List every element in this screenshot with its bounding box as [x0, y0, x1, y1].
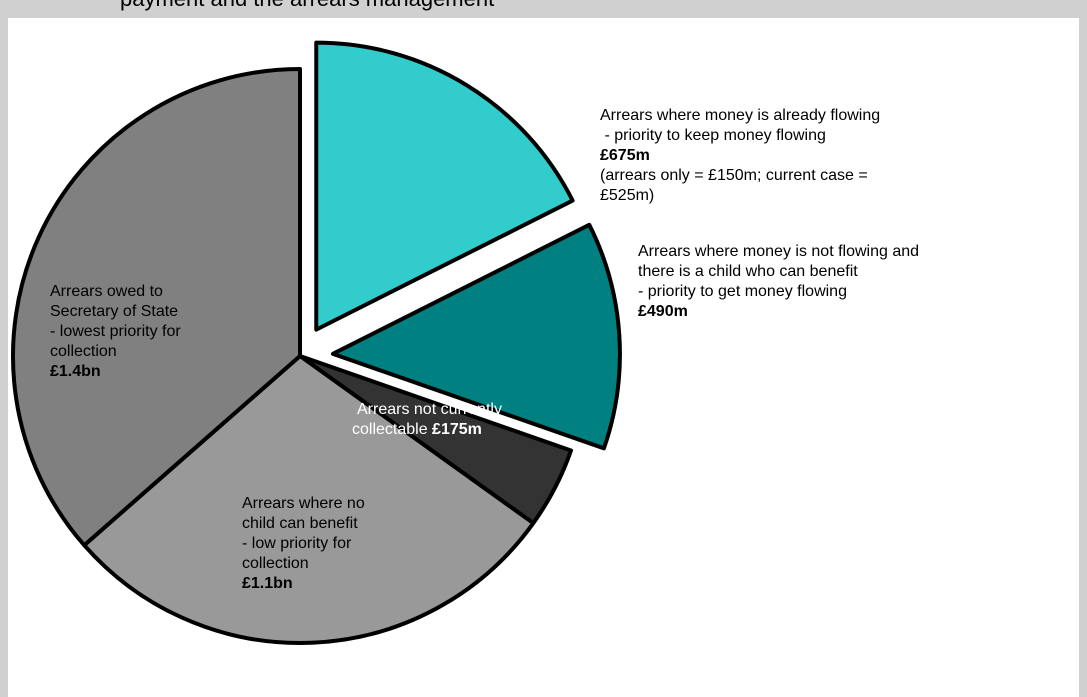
label-sos: Arrears owed to Secretary of State - low… [50, 282, 181, 382]
label-sos-line: Secretary of State [50, 303, 179, 320]
pie-slice-flowing [314, 40, 575, 332]
label-not-collectable: Arrears not currently collectable £175m [352, 400, 502, 440]
label-flowing: Arrears where money is already flowing -… [600, 106, 880, 206]
pie-slice-not-flowing [330, 222, 622, 451]
label-not-flowing-amount: £490m [638, 303, 688, 320]
label-flowing-line: - priority to keep money flowing [600, 127, 826, 144]
pie-slice-no-child [82, 354, 536, 645]
label-flowing-note: (arrears only = £150m; current case = [600, 167, 868, 184]
label-no-child-line: collection [242, 555, 309, 572]
label-no-child-line: - low priority for [242, 535, 352, 552]
label-no-child-amount: £1.1bn [242, 575, 293, 592]
label-no-child-line: child can benefit [242, 515, 358, 532]
pie-chart [11, 40, 622, 645]
label-not-flowing-line: - priority to get money flowing [638, 283, 847, 300]
label-flowing-note: £525m) [600, 187, 655, 204]
label-not-flowing-line: there is a child who can benefit [638, 263, 858, 280]
header-text: payment and the arrears management [120, 0, 494, 12]
label-flowing-line: Arrears where money is already flowing [600, 107, 881, 124]
pie-slice-sos [11, 67, 302, 548]
label-no-child-line: Arrears where no [242, 495, 365, 512]
label-sos-amount: £1.4bn [50, 363, 101, 380]
label-not-collectable-line: collectable [352, 421, 433, 438]
chart-panel: Arrears where money is already flowing -… [8, 18, 1079, 697]
label-no-child: Arrears where no child can benefit - low… [242, 494, 365, 594]
header-strip: payment and the arrears management [0, 0, 1087, 18]
label-not-flowing-line: Arrears where money is not flowing and [638, 243, 920, 260]
label-flowing-amount: £675m [600, 147, 650, 164]
label-not-collectable-line: Arrears not currently [357, 401, 502, 418]
label-not-flowing: Arrears where money is not flowing and t… [638, 242, 919, 322]
label-sos-line: Arrears owed to [50, 283, 163, 300]
label-sos-line: - lowest priority for [50, 323, 181, 340]
label-not-collectable-amount: £175m [432, 421, 482, 438]
label-sos-line: collection [50, 343, 117, 360]
